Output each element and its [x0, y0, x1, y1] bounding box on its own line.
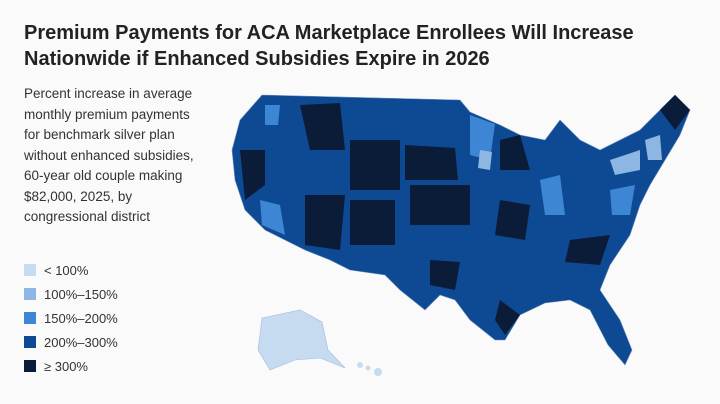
legend-swatch [24, 288, 36, 300]
description: Percent increase in average monthly prem… [24, 86, 194, 224]
legend-item: ≥ 300% [24, 354, 118, 378]
alaska [257, 309, 346, 371]
legend-swatch [24, 360, 36, 372]
light-districts [478, 135, 662, 175]
legend-swatch [24, 264, 36, 276]
title: Premium Payments for ACA Marketplace Enr… [24, 22, 634, 70]
legend-item: < 100% [24, 258, 118, 282]
legend-item: 150%–200% [24, 306, 118, 330]
legend-label: 100%–150% [44, 286, 118, 302]
mainland [231, 94, 691, 366]
legend-swatch [24, 336, 36, 348]
legend-label: 200%–300% [44, 334, 118, 350]
legend-label: ≥ 300% [44, 358, 88, 374]
mid-districts [260, 105, 635, 235]
legend-label: < 100% [44, 262, 89, 278]
legend: < 100% 100%–150% 150%–200% 200%–300% ≥ 300% [24, 258, 118, 378]
dark-districts [240, 95, 690, 335]
legend-item: 100%–150% [24, 282, 118, 306]
legend-label: 150%–200% [44, 310, 118, 326]
legend-item: 200%–300% [24, 330, 118, 354]
legend-swatch [24, 312, 36, 324]
hawaii [357, 362, 382, 376]
